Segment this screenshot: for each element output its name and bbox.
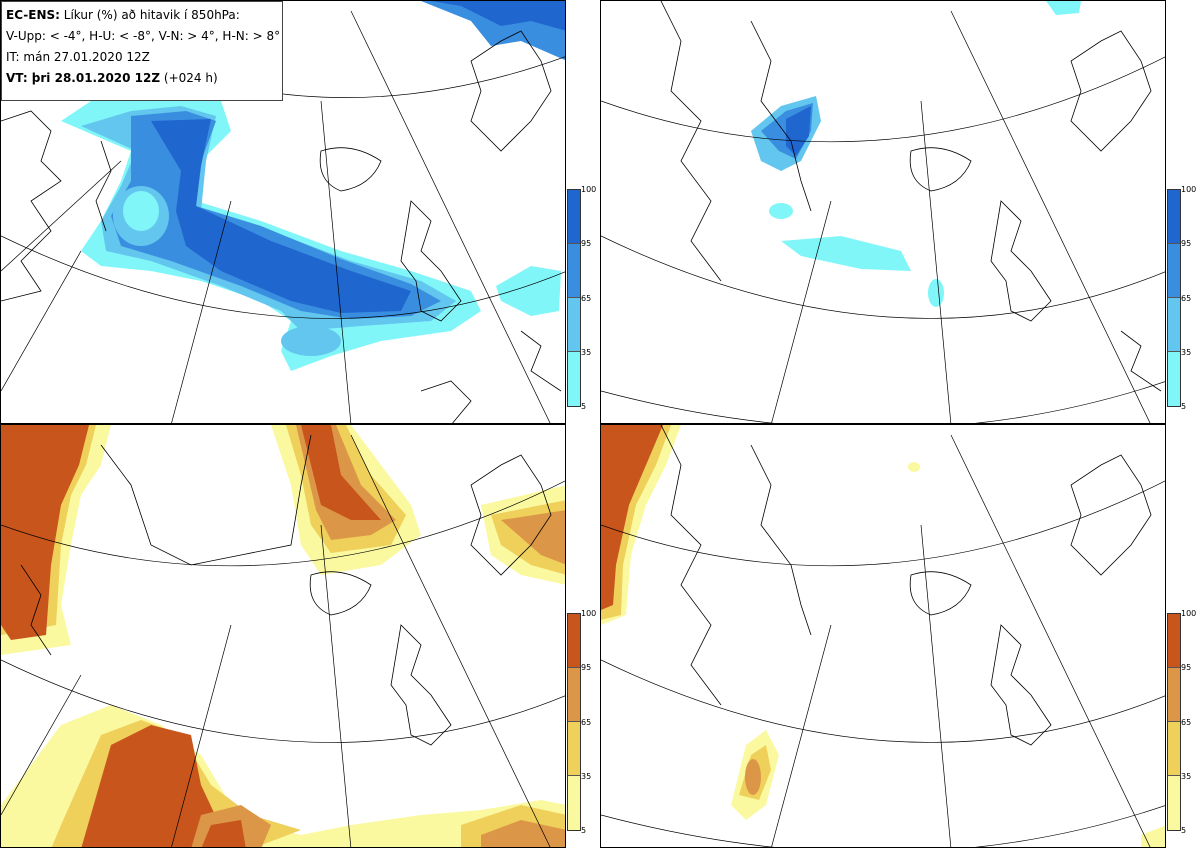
tick-95: 95 [581,239,592,248]
tick-5: 5 [581,826,587,835]
map-v-n [1,425,565,847]
tick-65: 65 [581,294,592,303]
colorbar-warm-1 [567,613,581,831]
tick-5: 5 [1181,402,1187,411]
info-thresholds: V-Upp: < -4°, H-U: < -8°, V-N: > 4°, H-N… [6,29,281,43]
warm-probability-field [601,425,1165,847]
warm-seg-35-65 [568,722,580,776]
tick-5: 5 [1181,826,1187,835]
cold-seg-65-95 [1168,244,1180,298]
coastlines [660,425,1152,746]
colorbar-warm-2 [1167,613,1181,831]
info-init-time: IT: mán 27.01.2020 12Z [6,50,150,64]
tick-100: 100 [1181,609,1197,618]
cold-seg-95-100 [568,190,580,244]
coastlines [20,434,552,746]
tick-35: 35 [1181,348,1192,357]
warm-seg-65-95 [568,668,580,722]
map-h-u [601,1,1165,423]
warm-probability-field [1,425,565,847]
map-panel-h-u [600,0,1166,424]
info-title-rest: Líkur (%) að hitavik í 850hPa: [63,8,240,22]
coastlines [660,1,1162,392]
tick-65: 65 [581,718,592,727]
graticule [1,434,565,847]
tick-100: 100 [581,185,597,194]
tick-5: 5 [581,402,587,411]
warm-seg-5-35 [568,776,580,830]
tick-95: 95 [1181,663,1192,672]
coastlines [1,30,562,423]
cold-seg-5-35 [568,352,580,406]
tick-35: 35 [1181,772,1192,781]
cold-probability-field [61,1,565,371]
warm-seg-35-65 [1168,722,1180,776]
map-panel-v-n [0,424,566,848]
warm-seg-5-35 [1168,776,1180,830]
info-valid-bold: VT: þri 28.01.2020 12Z [6,71,161,85]
tick-100: 100 [1181,185,1197,194]
graticule [601,434,1165,847]
colorbar-cold-1 [567,189,581,407]
info-valid-time: VT: þri 28.01.2020 12Z (+024 h) [6,68,278,89]
graticule [1,1,565,423]
tick-100: 100 [581,609,597,618]
cold-seg-65-95 [568,244,580,298]
cold-seg-35-65 [568,298,580,352]
info-box: EC-ENS: Líkur (%) að hitavik í 850hPa: V… [1,1,283,101]
warm-seg-65-95 [1168,668,1180,722]
tick-95: 95 [581,663,592,672]
tick-35: 35 [581,772,592,781]
tick-65: 65 [1181,718,1192,727]
graticule [601,10,1165,423]
tick-65: 65 [1181,294,1192,303]
tick-35: 35 [581,348,592,357]
warm-seg-95-100 [1168,614,1180,668]
warm-seg-95-100 [568,614,580,668]
info-valid-rest: (+024 h) [163,71,218,85]
colorbar-cold-2 [1167,189,1181,407]
tick-95: 95 [1181,239,1192,248]
info-title: EC-ENS: Líkur (%) að hitavik í 850hPa: [6,5,278,26]
cold-seg-5-35 [1168,352,1180,406]
cold-seg-95-100 [1168,190,1180,244]
map-panel-h-n [600,424,1166,848]
cold-seg-35-65 [1168,298,1180,352]
map-h-n [601,425,1165,847]
info-title-bold: EC-ENS: [6,8,60,22]
map-v-upp [1,1,565,423]
map-panel-v-upp: EC-ENS: Líkur (%) að hitavik í 850hPa: V… [0,0,566,424]
cold-probability-field [751,1,1081,307]
